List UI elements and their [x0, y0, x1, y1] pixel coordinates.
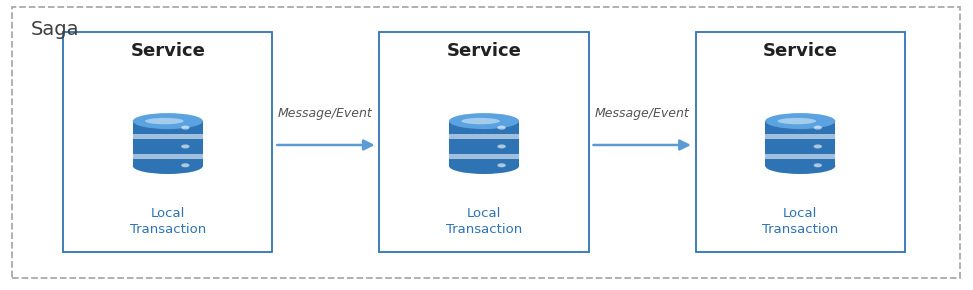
Text: Local
Transaction: Local Transaction [129, 207, 206, 236]
Ellipse shape [449, 113, 520, 129]
Polygon shape [765, 134, 835, 139]
Ellipse shape [497, 163, 506, 167]
Ellipse shape [765, 158, 835, 174]
Text: Service: Service [130, 42, 205, 60]
Text: Service: Service [763, 42, 838, 60]
Ellipse shape [813, 144, 822, 148]
Ellipse shape [181, 163, 190, 167]
FancyBboxPatch shape [379, 32, 589, 252]
Ellipse shape [497, 144, 506, 148]
Polygon shape [765, 154, 835, 159]
Ellipse shape [145, 118, 184, 124]
Ellipse shape [181, 144, 190, 148]
Ellipse shape [449, 158, 520, 174]
Ellipse shape [132, 113, 202, 129]
Text: Saga: Saga [31, 20, 80, 39]
Polygon shape [450, 154, 520, 159]
Text: Message/Event: Message/Event [595, 107, 690, 120]
Text: Message/Event: Message/Event [277, 107, 373, 120]
Text: Local
Transaction: Local Transaction [762, 207, 839, 236]
Text: Local
Transaction: Local Transaction [446, 207, 523, 236]
Ellipse shape [777, 118, 816, 124]
Polygon shape [765, 121, 835, 166]
FancyBboxPatch shape [63, 32, 272, 252]
Polygon shape [132, 154, 202, 159]
Polygon shape [450, 121, 520, 166]
Polygon shape [450, 134, 520, 139]
Ellipse shape [181, 126, 190, 130]
Polygon shape [132, 121, 202, 166]
Ellipse shape [132, 158, 202, 174]
FancyBboxPatch shape [12, 7, 960, 278]
Polygon shape [132, 134, 202, 139]
Ellipse shape [813, 163, 822, 167]
Text: Service: Service [447, 42, 522, 60]
Ellipse shape [497, 126, 506, 130]
Ellipse shape [813, 126, 822, 130]
FancyBboxPatch shape [696, 32, 905, 252]
Ellipse shape [461, 118, 500, 124]
Ellipse shape [765, 113, 835, 129]
